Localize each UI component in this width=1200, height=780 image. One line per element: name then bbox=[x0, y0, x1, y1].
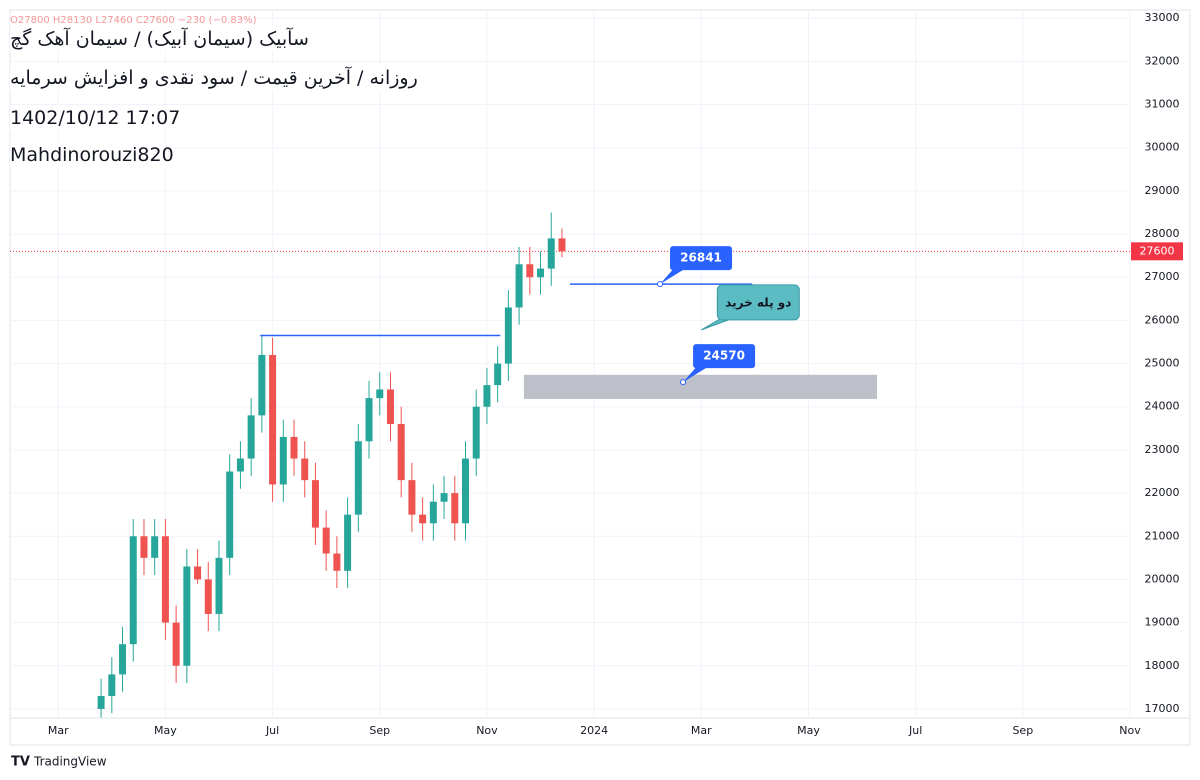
callout-anchor bbox=[680, 379, 687, 386]
candle-body bbox=[236, 458, 244, 472]
candle-body bbox=[386, 389, 394, 425]
callout-pointer bbox=[660, 268, 687, 285]
y-tick-label: 17000 bbox=[1145, 702, 1180, 715]
x-tick-label: Sep bbox=[369, 724, 390, 737]
candle-body bbox=[269, 354, 277, 485]
y-tick-label: 21000 bbox=[1145, 529, 1180, 542]
candle-body bbox=[376, 389, 384, 399]
candle-body bbox=[129, 536, 137, 645]
date: 1402/10/12 17:07 bbox=[10, 105, 181, 131]
frame bbox=[9, 9, 1191, 746]
candle-body bbox=[547, 238, 555, 269]
candle-body bbox=[397, 424, 405, 481]
y-tick-label: 23000 bbox=[1145, 443, 1180, 456]
callout-box bbox=[670, 246, 733, 271]
candle-body bbox=[108, 674, 116, 696]
candle-body bbox=[247, 415, 255, 459]
y-tick-label: 31000 bbox=[1145, 98, 1180, 111]
note-box bbox=[716, 284, 800, 321]
x-tick-label: May bbox=[797, 724, 820, 737]
x-tick-label: Nov bbox=[476, 724, 498, 737]
candle-body bbox=[140, 536, 148, 558]
x-tick-label: May bbox=[154, 724, 177, 737]
callout-box bbox=[693, 344, 756, 369]
y-tick-label: 19000 bbox=[1145, 616, 1180, 629]
y-tick-label: 24000 bbox=[1145, 400, 1180, 413]
y-tick-label: 30000 bbox=[1145, 141, 1180, 154]
candle-body bbox=[204, 579, 212, 614]
candle-body bbox=[97, 695, 105, 709]
candle-body bbox=[429, 501, 437, 524]
callout-label: 24570 bbox=[703, 349, 745, 363]
y-tick-label: 29000 bbox=[1145, 184, 1180, 197]
candle-body bbox=[258, 354, 266, 416]
y-tick-label: 27000 bbox=[1145, 270, 1180, 283]
candle-body bbox=[558, 238, 566, 252]
note-text: دو پله خرید bbox=[725, 295, 791, 310]
candle-body bbox=[354, 441, 362, 515]
title: سآبیک (سیمان آبیک) / سیمان آهک گچ bbox=[10, 26, 309, 52]
callout-label: 26841 bbox=[680, 251, 722, 265]
y-tick-label: 25000 bbox=[1145, 357, 1180, 370]
candle-body bbox=[161, 536, 169, 623]
candle-body bbox=[451, 493, 459, 524]
y-tick-label: 32000 bbox=[1145, 54, 1180, 67]
candle-body bbox=[301, 458, 309, 481]
candle-body bbox=[311, 480, 319, 528]
candle-body bbox=[279, 436, 287, 485]
candle-body bbox=[462, 458, 470, 524]
candle-body bbox=[344, 514, 352, 571]
candle-body bbox=[215, 557, 223, 614]
footer-brand: TradingView bbox=[33, 755, 107, 769]
legend-line: O27800 H28130 L27460 C27600 −230 (−0.83%… bbox=[10, 14, 257, 28]
x-tick-label: Mar bbox=[691, 724, 712, 737]
x-tick-label: Sep bbox=[1012, 724, 1033, 737]
candle-body bbox=[119, 644, 127, 675]
candle-body bbox=[290, 436, 298, 459]
logo: 𝗧𝗩 bbox=[11, 755, 30, 770]
grid bbox=[10, 10, 1131, 718]
candle-body bbox=[183, 566, 191, 666]
candle-body bbox=[151, 536, 159, 558]
candle-body bbox=[440, 493, 448, 502]
candle-body bbox=[333, 553, 341, 571]
callout-anchor bbox=[657, 281, 664, 288]
y-tick-label: 33000 bbox=[1145, 11, 1180, 24]
candle-body bbox=[172, 622, 180, 666]
last-price-label: 27600 bbox=[1140, 244, 1175, 257]
y-tick-label: 20000 bbox=[1145, 572, 1180, 585]
x-tick-label: 2024 bbox=[580, 724, 608, 737]
candle-body bbox=[537, 268, 545, 278]
y-tick-label: 18000 bbox=[1145, 659, 1180, 672]
x-tick-label: Jul bbox=[265, 724, 279, 737]
x-tick-label: Jul bbox=[908, 724, 922, 737]
candle-body bbox=[194, 566, 202, 580]
author: Mahdinorouzi820 bbox=[10, 142, 174, 168]
x-tick-label: Mar bbox=[48, 724, 69, 737]
y-tick-label: 22000 bbox=[1145, 486, 1180, 499]
candle-body bbox=[526, 264, 534, 278]
callout-pointer bbox=[683, 366, 710, 383]
candle-body bbox=[472, 406, 480, 459]
candle-body bbox=[494, 363, 502, 386]
candle-body bbox=[408, 480, 416, 515]
candle-body bbox=[322, 527, 330, 554]
x-tick-label: Nov bbox=[1119, 724, 1141, 737]
candle-body bbox=[483, 385, 491, 407]
y-tick-label: 26000 bbox=[1145, 313, 1180, 326]
zone-box bbox=[523, 374, 878, 399]
candle-body bbox=[365, 398, 373, 442]
subtitle: روزانه / آخرین قیمت / سود نقدی و افزایش … bbox=[10, 65, 418, 91]
candle-body bbox=[504, 307, 512, 364]
last-price-tag bbox=[1131, 242, 1183, 261]
y-tick-label: 28000 bbox=[1145, 227, 1180, 240]
candle-body bbox=[226, 471, 234, 558]
candle-body bbox=[419, 514, 427, 524]
candle-body bbox=[515, 264, 523, 308]
